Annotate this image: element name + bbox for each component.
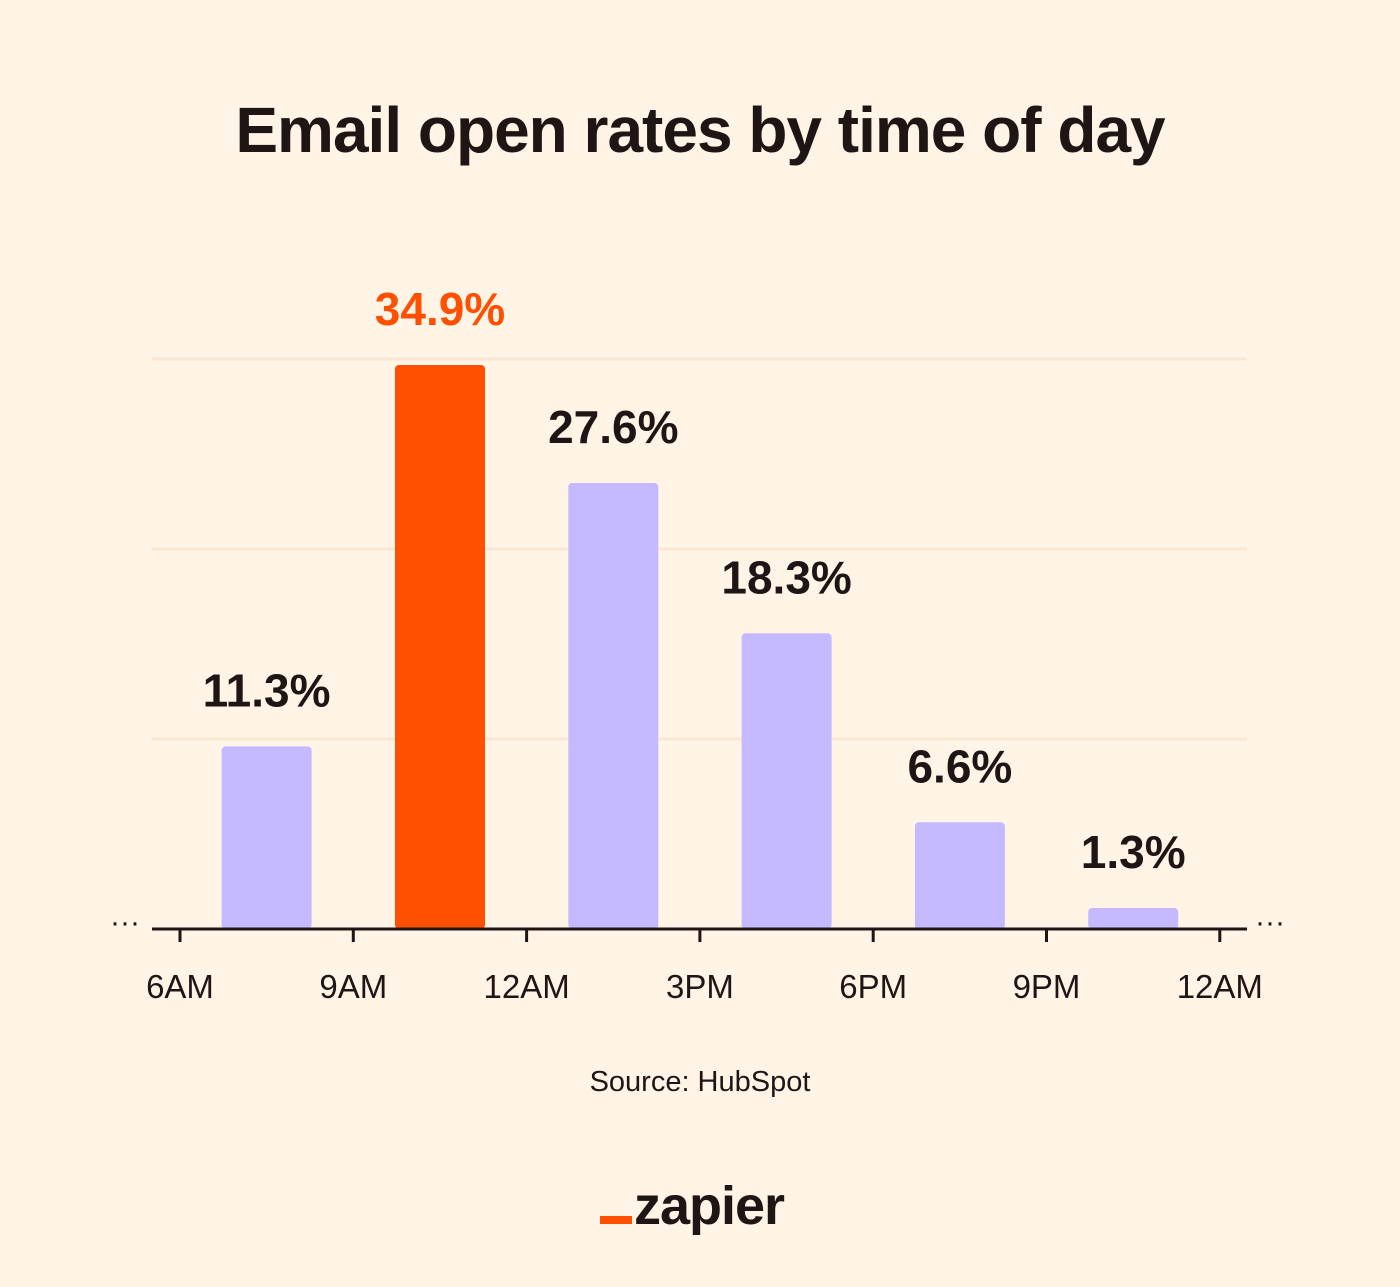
- tick-label-0: 6AM: [146, 968, 214, 1005]
- axis-ellipsis-left: ···: [110, 906, 140, 939]
- zapier-logo: zapier: [600, 1176, 786, 1236]
- bar-2: [568, 483, 659, 929]
- zapier-logo-text: zapier: [634, 1176, 785, 1236]
- bar-5: [1088, 908, 1179, 929]
- value-label-4: 6.6%: [907, 740, 1012, 792]
- zapier-logo-underscore: [600, 1216, 632, 1224]
- source-note: Source: HubSpot: [590, 1066, 811, 1098]
- value-label-1: 34.9%: [375, 283, 505, 335]
- tick-label-4: 6PM: [839, 968, 907, 1005]
- bar-1: [395, 365, 485, 929]
- value-label-3: 18.3%: [721, 551, 851, 603]
- chart-title: Email open rates by time of day: [235, 94, 1166, 166]
- bar-4: [914, 822, 1005, 929]
- tick-label-1: 9AM: [319, 968, 387, 1005]
- bar-0: [221, 746, 312, 929]
- x-axis-ticks: 6AM 9AM 12AM 3PM 6PM 9PM 12AM: [146, 929, 1263, 1005]
- value-labels: 11.3% 34.9% 27.6% 18.3% 6.6% 1.3%: [203, 283, 1186, 878]
- grid-lines: [152, 357, 1247, 741]
- tick-label-3: 3PM: [666, 968, 734, 1005]
- tick-label-6: 12AM: [1177, 968, 1263, 1005]
- value-label-2: 27.6%: [548, 401, 678, 453]
- tick-label-2: 12AM: [483, 968, 569, 1005]
- axis-ellipsis-right: ···: [1255, 906, 1285, 939]
- bar-3: [741, 633, 832, 929]
- bars: [221, 365, 1179, 929]
- value-label-0: 11.3%: [203, 664, 331, 716]
- tick-label-5: 9PM: [1013, 968, 1081, 1005]
- value-label-5: 1.3%: [1081, 826, 1186, 878]
